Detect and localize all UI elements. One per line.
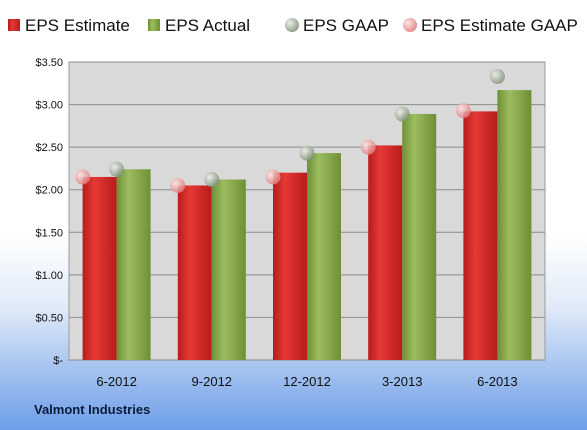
bar-eps-estimate [463, 111, 498, 360]
bar-eps-estimate [177, 185, 212, 360]
legend-label-eps-estimate-gaap: EPS Estimate GAAP [421, 16, 578, 35]
x-category-label: 6-2012 [96, 374, 136, 389]
company-name: Valmont Industries [34, 402, 151, 417]
legend-swatch-eps-estimate-gaap [403, 18, 417, 32]
legend-label-eps-estimate: EPS Estimate [25, 16, 130, 35]
legend-label-eps-actual: EPS Actual [165, 16, 250, 35]
point-eps-estimate-gaap [75, 169, 91, 185]
legend-label-eps-gaap: EPS GAAP [303, 16, 389, 35]
bar-eps-estimate [82, 176, 117, 360]
y-tick-label: $1.00 [35, 270, 63, 282]
bar-eps-actual [402, 113, 437, 361]
y-tick-label: $3.00 [35, 100, 63, 112]
y-tick-label: $2.00 [35, 185, 63, 197]
legend-swatch-eps-gaap [285, 18, 299, 32]
bar-eps-estimate [368, 145, 403, 360]
point-eps-gaap [394, 106, 410, 122]
point-eps-estimate-gaap [455, 103, 471, 119]
legend-swatch-eps-estimate [8, 19, 20, 31]
point-eps-estimate-gaap [265, 169, 281, 185]
point-eps-estimate-gaap [170, 177, 186, 193]
legend-swatch-eps-actual [148, 19, 160, 31]
legend: EPS Estimate EPS Actual EPS GAAP EPS Estima… [8, 16, 578, 35]
bar-eps-actual [211, 179, 246, 360]
point-eps-gaap [299, 145, 315, 161]
x-category-label: 12-2012 [283, 374, 331, 389]
x-category-label: 3-2013 [382, 374, 422, 389]
x-axis-labels: 6-2012 9-2012 12-2012 3-2013 6-2013 [96, 374, 517, 389]
bar-eps-actual [497, 90, 532, 361]
x-category-label: 9-2012 [192, 374, 232, 389]
y-axis-ticks: $- $0.50 $1.00 $1.50 $2.00 $2.50 $3.00 $3.50 [35, 57, 63, 367]
points [75, 68, 505, 193]
y-tick-label: $0.50 [35, 312, 63, 324]
bar-eps-estimate [273, 172, 307, 360]
x-category-label: 6-2013 [477, 374, 517, 389]
y-tick-label: $3.50 [35, 57, 63, 69]
bar-eps-actual [307, 153, 341, 360]
y-tick-label: $2.50 [35, 142, 63, 154]
point-eps-gaap [204, 171, 220, 187]
point-eps-gaap [109, 161, 125, 177]
bar-eps-actual [116, 169, 151, 360]
point-eps-estimate-gaap [360, 139, 376, 155]
y-tick-label: $- [53, 355, 63, 367]
point-eps-gaap [489, 68, 505, 84]
y-tick-label: $1.50 [35, 227, 63, 239]
bars [82, 90, 532, 361]
